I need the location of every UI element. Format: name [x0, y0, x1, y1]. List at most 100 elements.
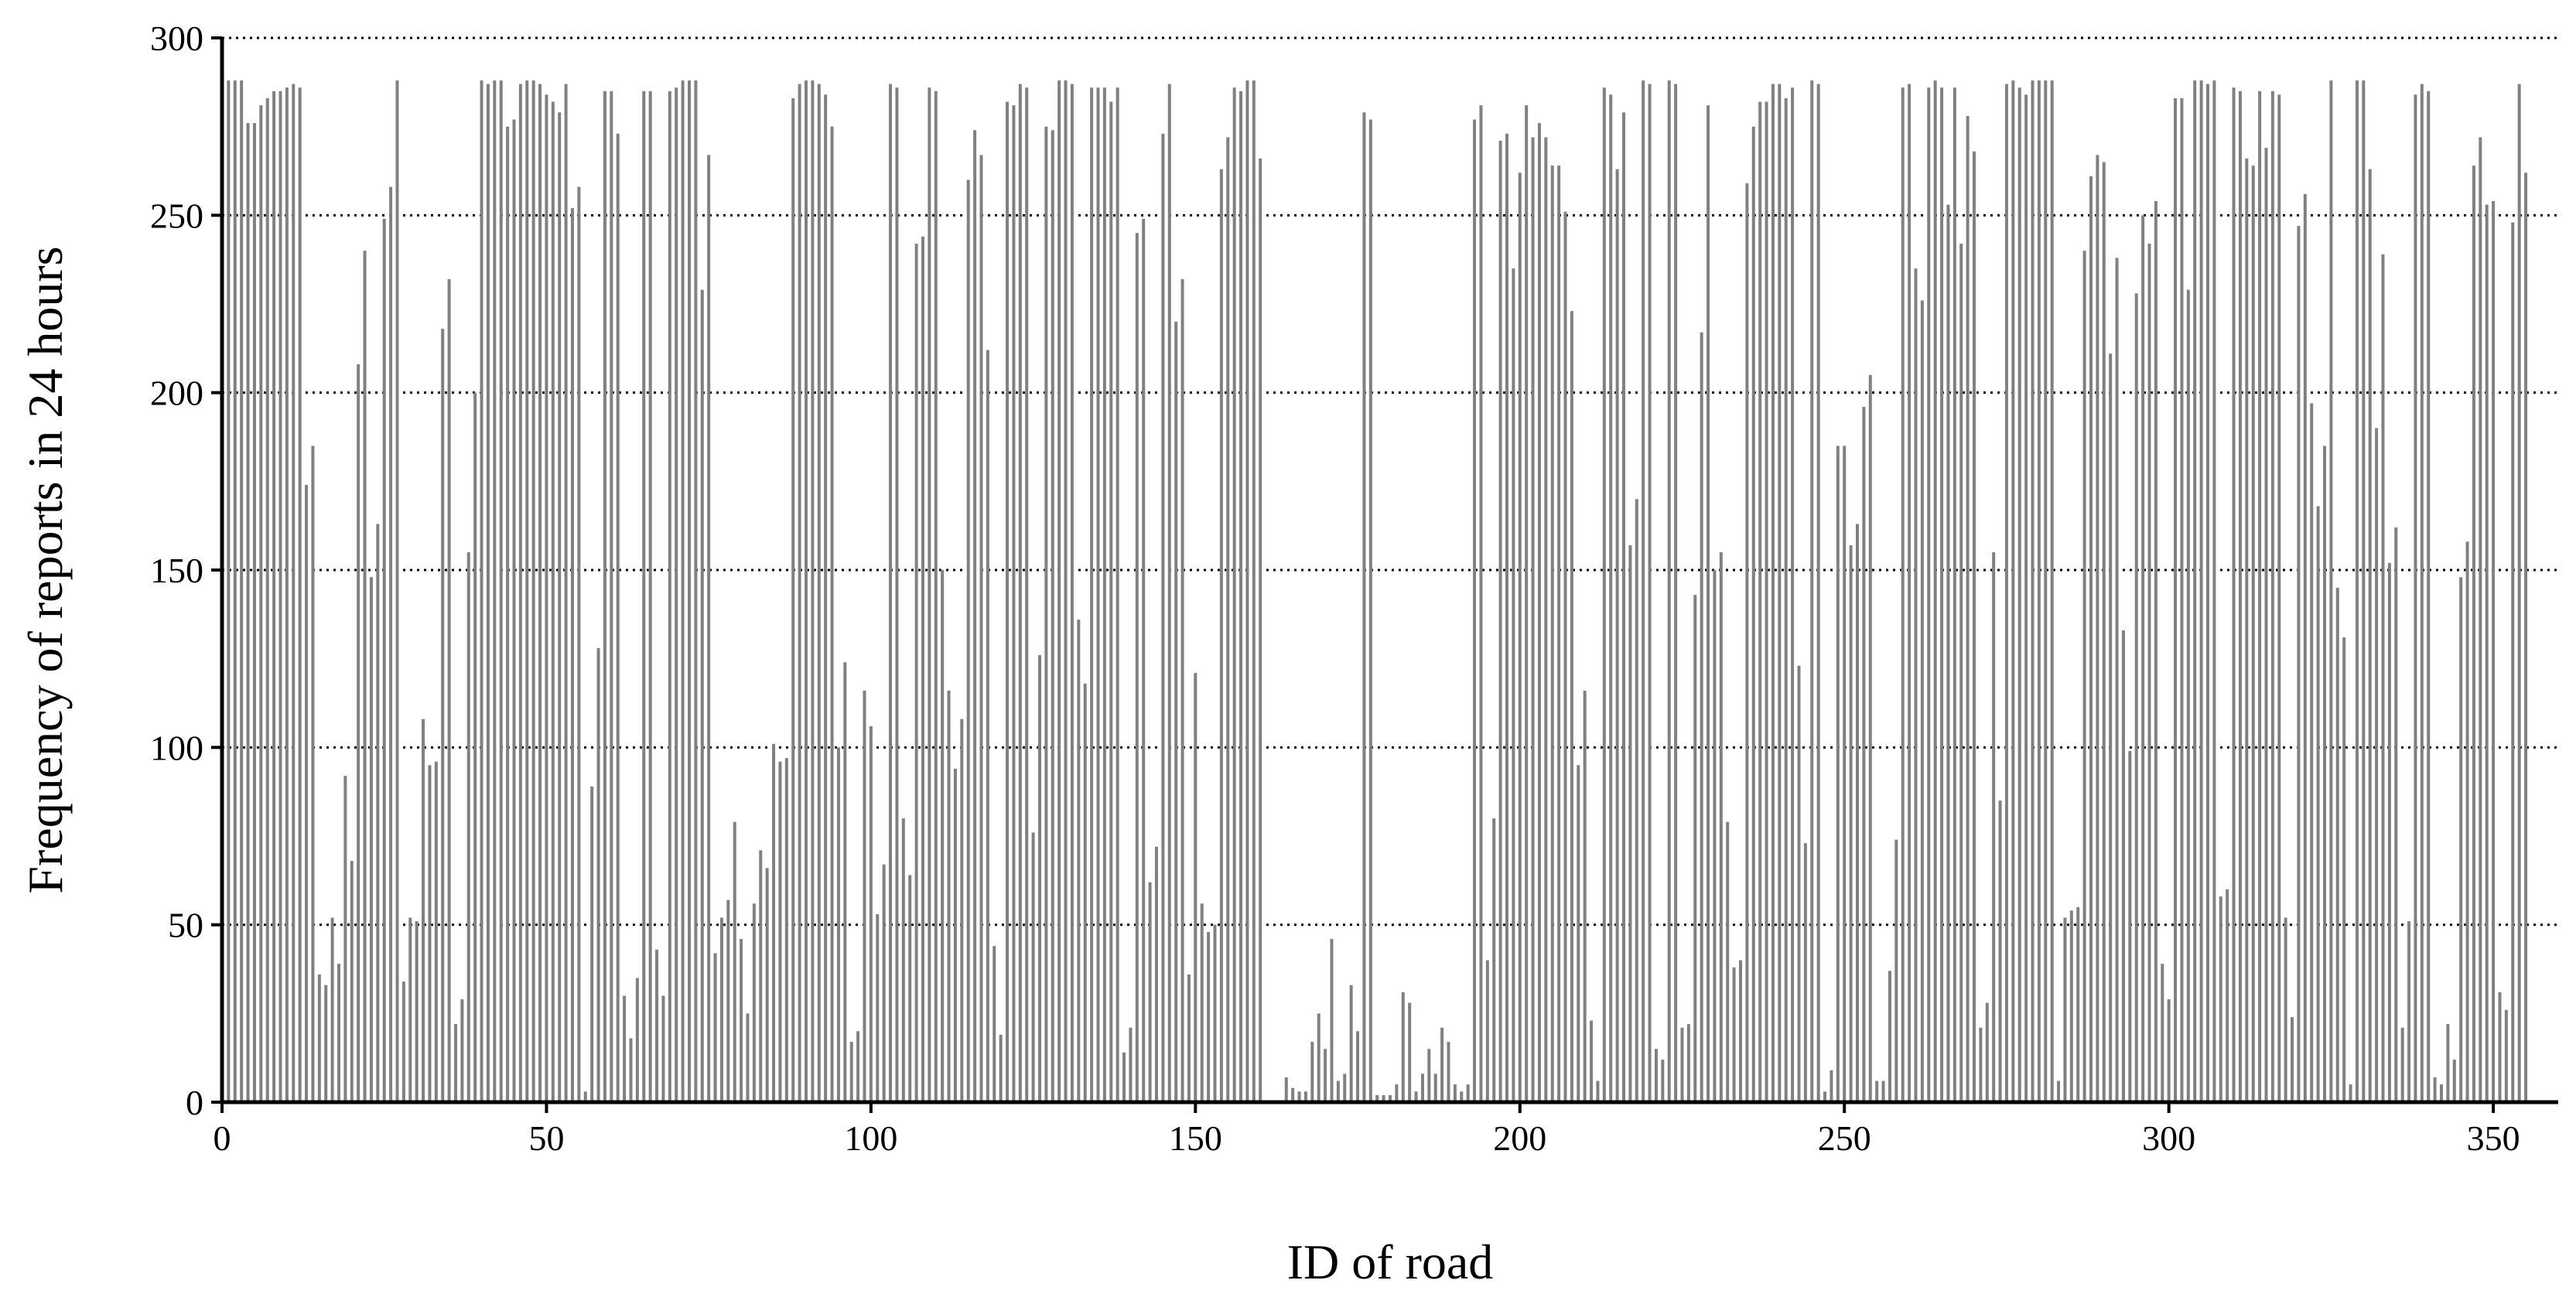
bar: [2199, 80, 2203, 1102]
bar: [1803, 843, 1807, 1102]
bar: [2465, 541, 2469, 1102]
bar: [1375, 1094, 1379, 1102]
bar: [2219, 896, 2222, 1102]
bar: [1349, 985, 1353, 1102]
bar: [1830, 1070, 1833, 1102]
bar: [953, 768, 957, 1102]
bar: [928, 87, 931, 1102]
bar: [999, 1034, 1003, 1102]
bar: [395, 80, 399, 1102]
bar: [558, 112, 562, 1102]
bar: [759, 850, 763, 1102]
bar: [1894, 839, 1898, 1102]
bar: [1570, 311, 1573, 1102]
bar: [1401, 992, 1405, 1102]
bar: [2134, 293, 2138, 1102]
bar: [1135, 233, 1139, 1103]
bar: [357, 364, 360, 1102]
bar: [889, 84, 893, 1102]
bar: [934, 90, 938, 1102]
bar: [616, 133, 620, 1103]
bar: [805, 80, 808, 1102]
bar: [876, 913, 880, 1102]
bar: [1310, 1042, 1314, 1102]
bar: [1920, 300, 1924, 1102]
bar: [2407, 921, 2411, 1102]
bar: [2044, 80, 2048, 1102]
bar: [2310, 403, 2314, 1102]
bar: [408, 917, 412, 1102]
bar: [1303, 1091, 1307, 1102]
bar: [830, 126, 834, 1103]
bar: [447, 278, 451, 1103]
bar: [415, 921, 419, 1102]
bar: [2511, 222, 2515, 1103]
bar: [1460, 1091, 1464, 1102]
bar: [2368, 169, 2372, 1102]
bar: [1525, 105, 1529, 1102]
bar: [2102, 162, 2106, 1103]
x-tick-label: 350: [2467, 1118, 2520, 1158]
bar: [1563, 211, 1567, 1102]
bar: [1096, 87, 1100, 1102]
bar: [623, 995, 627, 1102]
bar: [2323, 446, 2326, 1102]
bar: [401, 982, 405, 1102]
bar: [1550, 166, 1554, 1102]
bar: [2212, 80, 2216, 1102]
bar: [1635, 499, 1638, 1102]
y-axis-title: Frequency of reports in 24 hours: [18, 246, 73, 893]
y-tick-label: 50: [168, 906, 203, 945]
bar: [2349, 1084, 2352, 1102]
bar: [2193, 80, 2197, 1102]
bar: [1927, 87, 1931, 1102]
bar: [369, 577, 373, 1102]
bar: [1537, 123, 1541, 1103]
bar: [824, 94, 828, 1102]
bar: [2128, 750, 2132, 1102]
bar: [1362, 112, 1366, 1102]
bar: [856, 1031, 860, 1102]
bar: [603, 90, 606, 1102]
bar: [1414, 1091, 1418, 1102]
bar: [765, 868, 769, 1102]
bar: [1420, 1074, 1424, 1102]
bar: [2174, 97, 2178, 1102]
bar: [2024, 94, 2028, 1102]
bar: [1602, 87, 1606, 1102]
bar: [772, 743, 776, 1102]
bar: [564, 84, 568, 1102]
bar: [1875, 1081, 1879, 1102]
bar: [2258, 90, 2262, 1102]
bar: [337, 964, 340, 1102]
bar: [596, 647, 600, 1102]
bar: [2226, 889, 2229, 1102]
bar: [590, 786, 594, 1102]
bar: [661, 995, 665, 1102]
x-tick-label: 150: [1169, 1118, 1222, 1158]
bar: [1161, 133, 1165, 1103]
bar: [531, 80, 535, 1102]
bar: [1492, 818, 1496, 1102]
bar: [726, 900, 730, 1102]
bar: [1213, 924, 1217, 1102]
bar: [1343, 1074, 1347, 1102]
bar: [1122, 1052, 1126, 1102]
bar: [1259, 158, 1262, 1103]
bar: [1018, 84, 1022, 1102]
bar: [1836, 446, 1840, 1102]
bar: [2147, 244, 2151, 1103]
bar: [2167, 999, 2171, 1102]
bar: [1031, 832, 1035, 1102]
bar: [2291, 1016, 2294, 1102]
bar: [2498, 992, 2502, 1102]
bar: [1622, 112, 1625, 1102]
bar: [2472, 166, 2475, 1102]
bar: [719, 917, 723, 1102]
bar: [1408, 1002, 1412, 1102]
bar: [740, 939, 743, 1102]
bar: [1952, 87, 1956, 1102]
bar: [1667, 80, 1671, 1102]
bar: [2115, 258, 2119, 1103]
bar: [642, 90, 646, 1102]
